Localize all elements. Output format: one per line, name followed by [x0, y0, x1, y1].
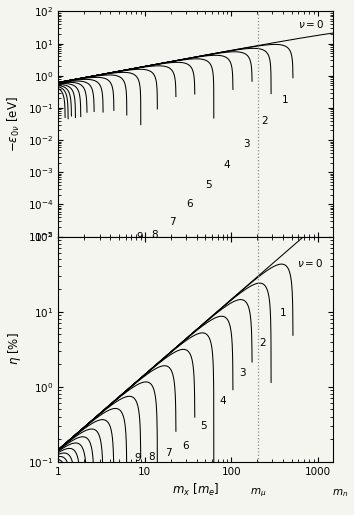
Y-axis label: $-\varepsilon_{0\nu}\ [\mathrm{eV}]$: $-\varepsilon_{0\nu}\ [\mathrm{eV}]$: [6, 96, 22, 152]
Text: $\nu=0$: $\nu=0$: [298, 18, 325, 30]
Text: 3: 3: [243, 139, 250, 149]
Text: $\nu=0$: $\nu=0$: [297, 256, 324, 269]
Text: $m_n$: $m_n$: [332, 487, 348, 499]
Text: 8: 8: [152, 230, 158, 241]
Text: 6: 6: [182, 441, 189, 452]
Text: 7: 7: [169, 217, 176, 227]
Text: 3: 3: [240, 368, 246, 379]
X-axis label: $m_x\ [m_e]$: $m_x\ [m_e]$: [172, 482, 219, 498]
Text: 9: 9: [136, 232, 143, 242]
Text: 2: 2: [262, 116, 268, 127]
Y-axis label: $\eta\ [\%]$: $\eta\ [\%]$: [6, 333, 23, 366]
Text: 5: 5: [200, 421, 207, 431]
Text: 5: 5: [205, 180, 212, 190]
Text: 1: 1: [280, 308, 287, 318]
Text: 7: 7: [165, 448, 171, 458]
Text: 4: 4: [220, 396, 227, 406]
Text: $m_\mu$: $m_\mu$: [250, 487, 267, 499]
Text: 8: 8: [148, 452, 155, 462]
Text: 1: 1: [282, 95, 289, 105]
Text: 9: 9: [134, 453, 141, 463]
Text: 2: 2: [259, 338, 266, 348]
Text: 4: 4: [224, 160, 230, 170]
Text: 6: 6: [186, 199, 193, 210]
